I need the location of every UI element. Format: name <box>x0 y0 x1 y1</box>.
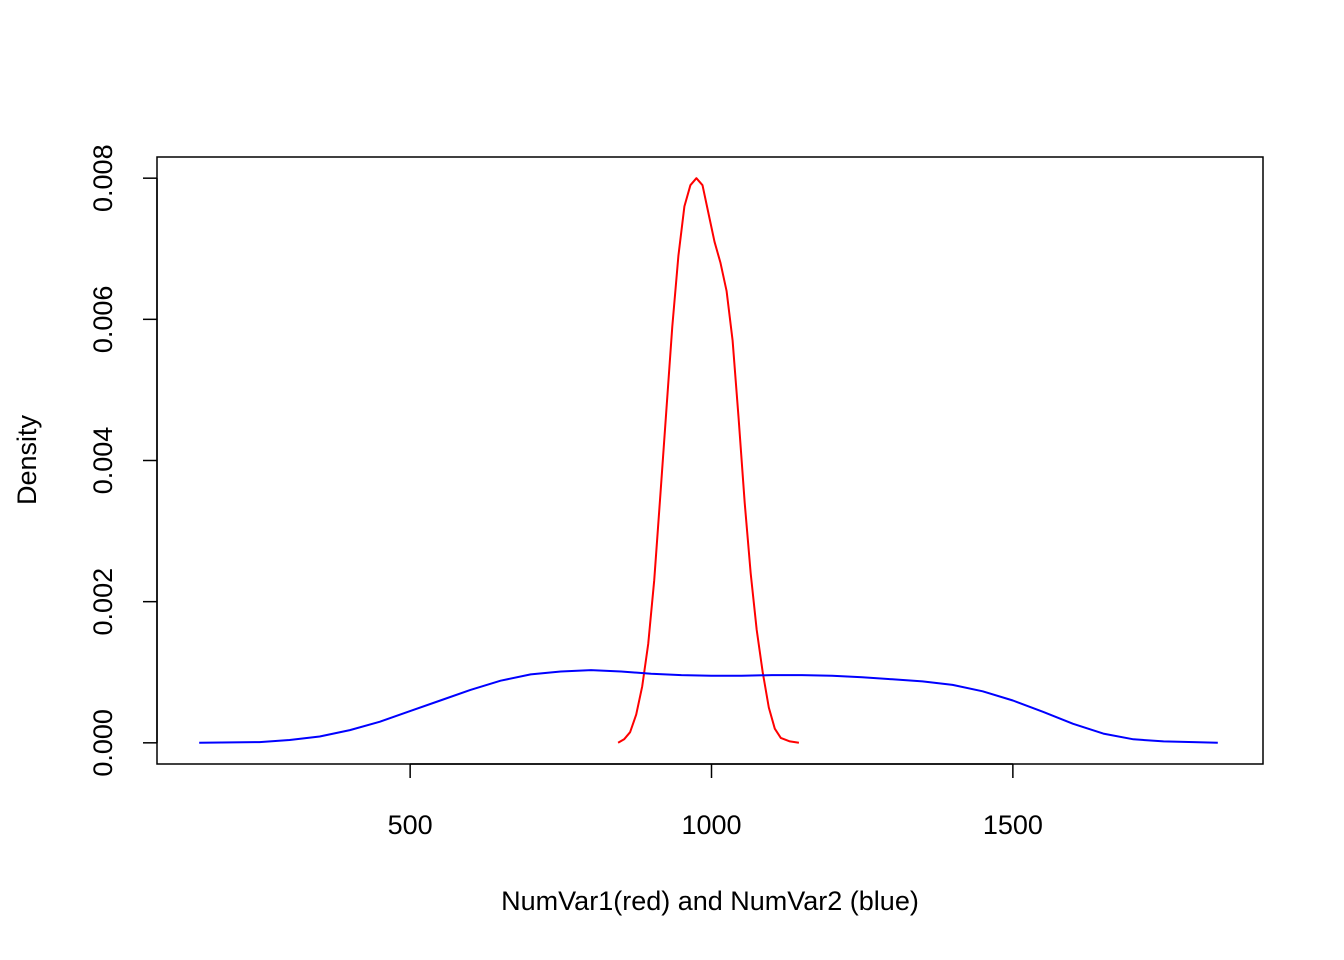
series-layer <box>199 177 1218 744</box>
density-line-red <box>617 177 800 744</box>
plot-frame <box>156 156 1264 765</box>
density-line-blue <box>199 669 1218 744</box>
x-axis: 500 1000 1500 <box>388 763 1043 840</box>
y-tick-label: 0.006 <box>88 286 118 354</box>
y-tick-label: 0.000 <box>88 709 118 777</box>
y-tick-label: 0.002 <box>88 568 118 636</box>
x-tick-label: 1000 <box>681 810 741 840</box>
y-tick-label: 0.004 <box>88 427 118 495</box>
x-tick-label: 500 <box>388 810 433 840</box>
y-axis-title: Density <box>12 414 42 505</box>
y-tick-label: 0.008 <box>88 144 118 212</box>
y-axis: 0.000 0.002 0.004 0.006 0.008 <box>88 144 158 777</box>
x-axis-title: NumVar1(red) and NumVar2 (blue) <box>501 886 919 916</box>
x-tick-label: 1500 <box>983 810 1043 840</box>
